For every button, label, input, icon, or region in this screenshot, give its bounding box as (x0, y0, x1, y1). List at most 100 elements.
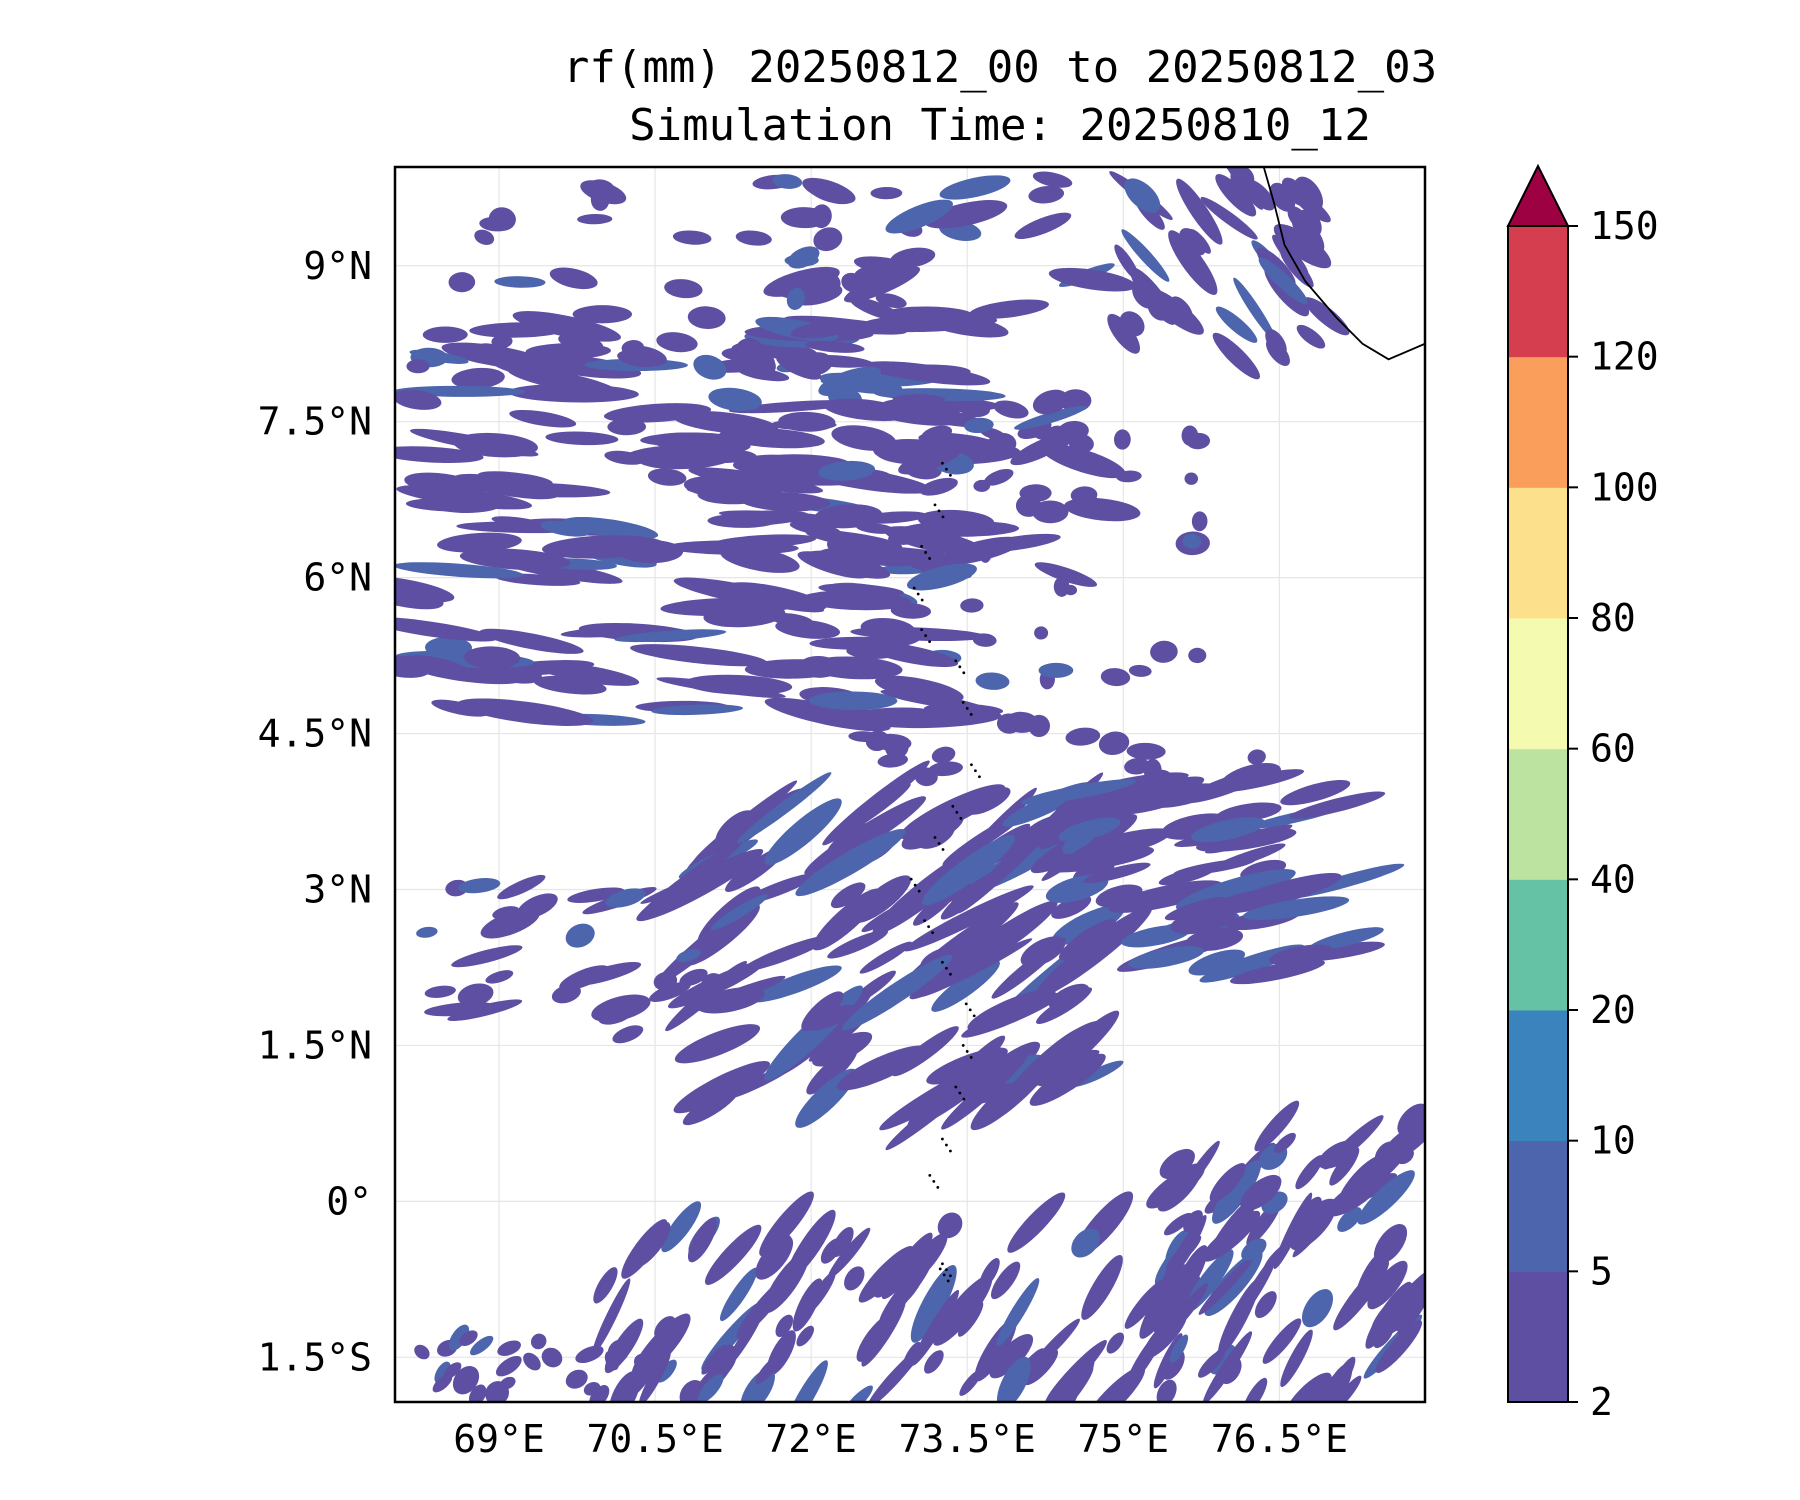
rain-streak (1200, 196, 1258, 240)
rain-streak (472, 482, 611, 498)
atoll-dot (949, 1274, 952, 1278)
rain-streak (614, 629, 727, 643)
rain-streak (395, 446, 484, 463)
rain-streak (841, 272, 864, 293)
rain-streak (764, 697, 891, 732)
rain-streak (565, 1369, 588, 1389)
rain-streak (989, 1333, 1034, 1379)
rain-streak (903, 885, 1034, 952)
rain-streak (1058, 817, 1121, 842)
rain-streak (1166, 1235, 1202, 1271)
colorbar-tick-label: 2 (1590, 1380, 1613, 1424)
rain-streak (927, 707, 960, 724)
rain-streak (672, 410, 779, 435)
rain-streak (937, 1212, 963, 1239)
atoll-dot (945, 966, 948, 970)
x-tick-label: 72°E (765, 1417, 857, 1461)
rain-streak (1233, 277, 1276, 341)
rain-streak (710, 894, 768, 930)
rain-streak (416, 926, 438, 938)
rain-streak (1034, 626, 1049, 640)
rain-streak (423, 492, 503, 514)
rain-streak (859, 941, 912, 974)
atoll-dot (941, 848, 945, 851)
rain-streak (916, 819, 956, 849)
rain-streak (660, 597, 795, 616)
rain-streak (485, 970, 514, 984)
x-tick-label: 69°E (453, 1417, 545, 1461)
atoll-dot (945, 1268, 948, 1272)
rain-streak (849, 297, 902, 321)
rain-streak (650, 432, 751, 454)
rain-streak (1241, 1238, 1267, 1261)
rain-streak (523, 1352, 541, 1371)
rain-streak (1095, 884, 1143, 908)
rain-streak (654, 1316, 676, 1340)
rain-streak (1121, 229, 1170, 282)
colorbar: 2 5 10 20 40 60 80 100 120 150 (1506, 163, 1659, 1424)
rain-streak (822, 760, 930, 846)
rain-streak (1280, 1329, 1313, 1388)
atoll-dot (958, 665, 962, 669)
rain-streak (603, 403, 712, 423)
rain-streak (457, 983, 494, 1007)
rain-streak (492, 906, 520, 920)
rain-streak (910, 1265, 957, 1343)
rain-streak (684, 903, 760, 966)
rain-streak (775, 1314, 794, 1338)
rain-streak (885, 736, 909, 759)
rain-streak (967, 988, 1056, 1032)
atoll-dot (920, 598, 924, 602)
rain-streak (848, 970, 896, 1007)
atoll-dot (949, 1149, 952, 1153)
rain-streak (1176, 178, 1223, 245)
y-tick-label: 1.5°S (258, 1335, 372, 1379)
atoll-dot (962, 1097, 966, 1101)
rain-streak (633, 1353, 655, 1373)
rain-streak (1304, 297, 1350, 336)
rain-streak (1331, 1375, 1362, 1402)
rain-streak (844, 1266, 865, 1291)
rain-streak (1254, 1100, 1300, 1152)
rain-streak (1189, 229, 1211, 254)
atoll-dot (959, 816, 963, 820)
rain-streak (409, 349, 469, 364)
rain-streak (707, 513, 777, 528)
rain-streak (1108, 880, 1223, 913)
y-tick-label: 9°N (303, 244, 372, 288)
rain-streak (848, 731, 881, 743)
rain-streak (607, 418, 647, 436)
rain-streak (687, 306, 726, 329)
rain-streak (786, 287, 806, 310)
rain-streak (1375, 1320, 1423, 1373)
colorbar-segment (1508, 879, 1568, 1011)
colorbar-extend-arrow (1506, 163, 1570, 227)
rain-streak (656, 677, 786, 698)
rain-streak (479, 216, 513, 232)
rain-streak (1233, 1254, 1278, 1325)
rain-streak (1119, 792, 1192, 815)
rain-streak (924, 1350, 944, 1374)
rain-streak (964, 417, 994, 434)
rain-streak (499, 1376, 516, 1390)
rain-streak (772, 174, 803, 189)
y-tick-label: 7.5°N (258, 400, 372, 444)
rain-streak (856, 523, 895, 534)
rain-streak (1215, 174, 1257, 217)
rain-streak (1044, 425, 1072, 450)
rain-streak (563, 516, 659, 540)
rain-streak (491, 334, 513, 349)
rain-streak (447, 999, 523, 1021)
rain-streak (801, 991, 844, 1032)
atoll-dot (974, 769, 977, 773)
rain-streak (470, 1335, 494, 1356)
india-coastline (1262, 167, 1425, 361)
rain-streak (592, 1278, 631, 1355)
rain-streak (1048, 983, 1090, 1010)
atoll-dot (955, 810, 959, 814)
rain-streak (1020, 779, 1136, 805)
atoll-dot (964, 1002, 968, 1006)
rain-streak (1254, 1291, 1277, 1319)
x-tick-label: 76.5°E (1211, 1417, 1348, 1461)
rain-streak (711, 534, 817, 549)
